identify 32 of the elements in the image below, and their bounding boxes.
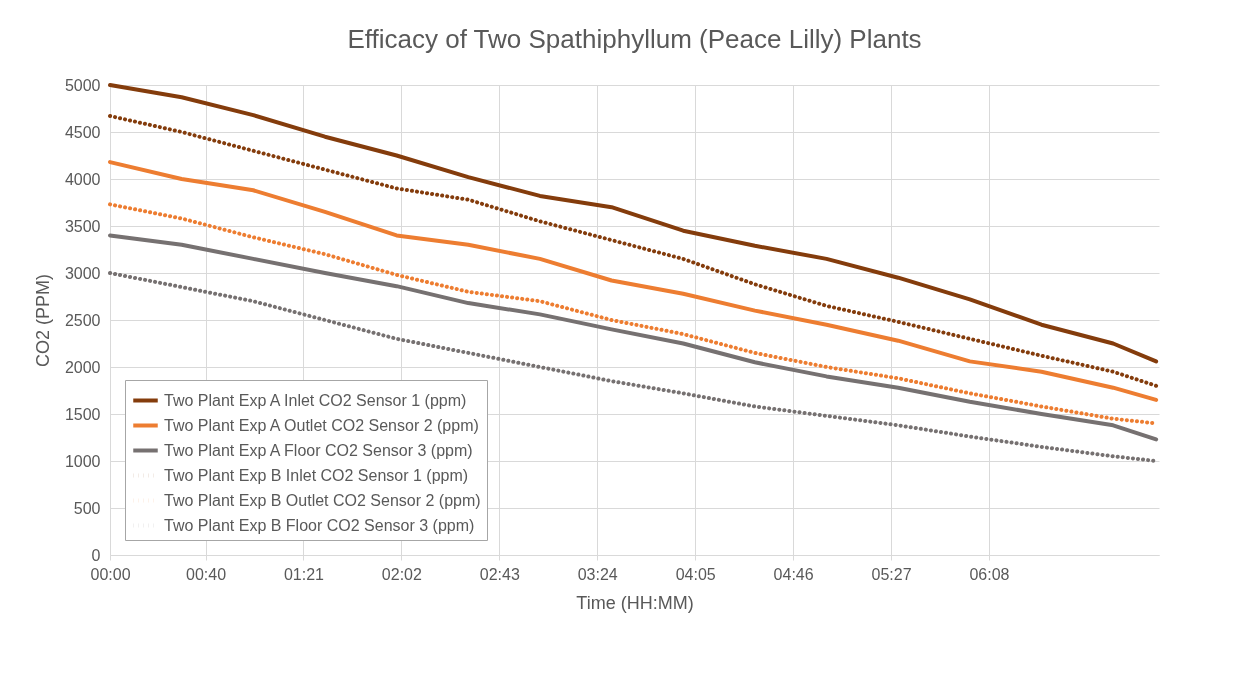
x-axis-title: Time (HH:MM) bbox=[576, 592, 694, 613]
x-tick-label: 04:05 bbox=[675, 565, 716, 583]
y-tick-label: 0 bbox=[91, 546, 101, 564]
x-tick-label: 05:27 bbox=[871, 565, 912, 583]
y-tick-label: 4000 bbox=[64, 170, 101, 188]
y-tick-label: 5000 bbox=[64, 76, 101, 94]
y-tick-label: 2500 bbox=[64, 311, 101, 329]
x-tick-label: 03:24 bbox=[577, 565, 618, 583]
y-tick-label: 1500 bbox=[64, 405, 101, 423]
legend-label: Two Plant Exp A Inlet CO2 Sensor 1 (ppm) bbox=[164, 391, 467, 409]
y-tick-label: 500 bbox=[73, 499, 101, 517]
x-tick-label: 01:21 bbox=[283, 565, 325, 583]
x-tick-label: 06:08 bbox=[969, 565, 1010, 583]
y-tick-label: 1000 bbox=[64, 452, 101, 470]
legend-label: Two Plant Exp A Outlet CO2 Sensor 2 (ppm) bbox=[164, 416, 479, 434]
y-axis-title: CO2 (PPM) bbox=[32, 273, 53, 368]
x-tick-label: 00:40 bbox=[186, 565, 227, 583]
x-tick-label: 02:43 bbox=[479, 565, 520, 583]
x-tick-label: 00:00 bbox=[90, 565, 131, 583]
line-series bbox=[108, 114, 1159, 388]
y-tick-label: 3500 bbox=[64, 217, 101, 235]
legend-label: Two Plant Exp A Floor CO2 Sensor 3 (ppm) bbox=[164, 441, 473, 459]
x-tick-label: 04:46 bbox=[773, 565, 814, 583]
y-tick-label: 3000 bbox=[64, 264, 101, 282]
legend-label: Two Plant Exp B Outlet CO2 Sensor 2 (ppm) bbox=[164, 491, 481, 509]
y-tick-label: 4500 bbox=[64, 123, 101, 141]
legend-label: Two Plant Exp B Inlet CO2 Sensor 1 (ppm) bbox=[164, 466, 469, 484]
legend-label: Two Plant Exp B Floor CO2 Sensor 3 (ppm) bbox=[164, 516, 475, 534]
chart-title: Efficacy of Two Spathiphyllum (Peace Lilly) Plants bbox=[347, 24, 922, 54]
x-tick-label: 02:02 bbox=[381, 565, 422, 583]
line-series bbox=[108, 233, 1159, 442]
y-tick-label: 2000 bbox=[64, 358, 101, 376]
